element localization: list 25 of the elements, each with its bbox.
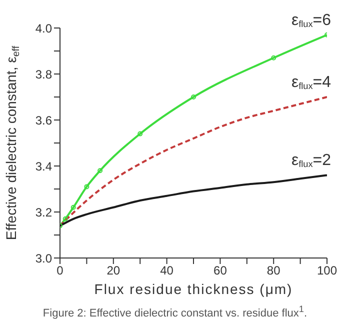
y-tick-label: 3.4 [35, 159, 52, 174]
y-tick-label: 3.0 [35, 251, 52, 266]
x-tick-label: 20 [106, 264, 120, 278]
point [70, 204, 76, 210]
point [62, 216, 68, 222]
y-tick-label: 3.8 [35, 67, 52, 82]
x-tick-label: 80 [266, 264, 281, 278]
caption: Figure 2: Effective dielectric constant vs. residue flux$^{1}$. [42, 304, 308, 320]
point [191, 94, 196, 100]
point [98, 168, 103, 174]
point [138, 131, 143, 136]
x-axis-title: Flux residue thickness (μm) [94, 281, 293, 297]
x-tick-label: 40 [160, 264, 174, 278]
point [271, 55, 276, 60]
series-label: ε$_{flux}$=4 [291, 74, 332, 92]
point [84, 184, 90, 190]
x-tick-label: 0 [56, 264, 64, 278]
series-label: ε$_{flux}$=2 [291, 152, 332, 170]
y-tick-label: 3.6 [35, 113, 52, 128]
series-label: ε$_{flux}$=6 [291, 12, 332, 30]
x-tick-label: 100 [316, 264, 338, 278]
y-tick-label: 4.0 [35, 21, 52, 36]
x-tick-label: 60 [214, 264, 228, 278]
y-tick-label: 3.2 [35, 205, 52, 220]
line-series [60, 174, 327, 227]
